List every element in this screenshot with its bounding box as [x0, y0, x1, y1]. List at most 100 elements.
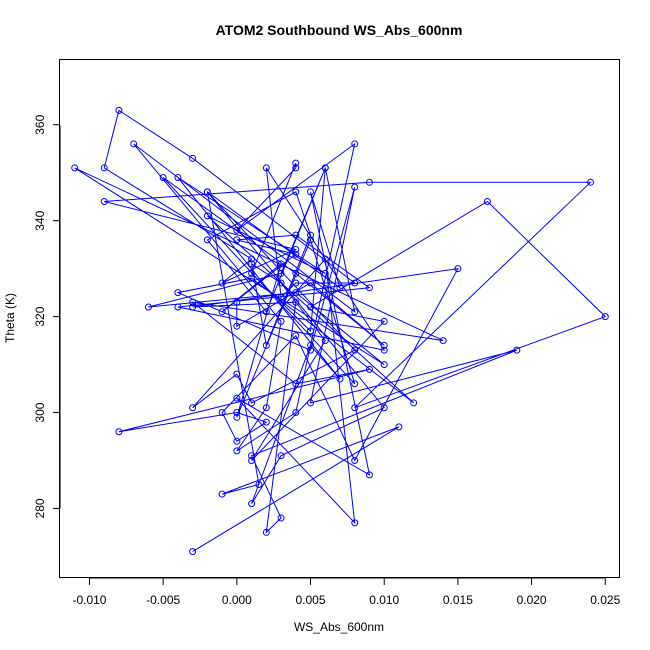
data-point: [292, 279, 300, 287]
data-point: [454, 265, 462, 273]
data-point: [115, 428, 123, 436]
data-point: [307, 346, 315, 354]
data-point: [262, 341, 270, 349]
data-point: [189, 303, 197, 311]
x-tick-label: 0.005: [296, 593, 326, 607]
data-point: [100, 197, 108, 205]
data-point: [233, 394, 241, 402]
x-tick-label: 0.000: [222, 593, 252, 607]
data-point: [248, 452, 256, 460]
y-tick-label: 320: [33, 306, 47, 326]
data-point: [174, 174, 182, 182]
data-point: [189, 404, 197, 412]
data-point: [218, 490, 226, 498]
data-point: [277, 514, 285, 522]
data-point: [307, 341, 315, 349]
data-point: [380, 361, 388, 369]
data-point: [292, 250, 300, 258]
data-point: [218, 409, 226, 417]
data-point: [395, 423, 403, 431]
x-tick-label: 0.020: [517, 593, 547, 607]
data-point: [248, 500, 256, 508]
data-point: [277, 279, 285, 287]
y-axis: 280 300 320 340 360: [33, 114, 61, 518]
data-point: [351, 279, 359, 287]
data-point: [277, 260, 285, 268]
data-point: [292, 298, 300, 306]
data-point: [144, 303, 152, 311]
data-point: [307, 231, 315, 239]
data-point: [321, 337, 329, 345]
data-point: [365, 178, 373, 186]
data-point: [130, 140, 138, 148]
data-point: [439, 337, 447, 345]
data-point: [587, 178, 595, 186]
data-point: [277, 269, 285, 277]
data-point: [248, 456, 256, 464]
data-point: [233, 298, 241, 306]
data-point: [248, 260, 256, 268]
data-point: [351, 519, 359, 527]
plot-frame: [59, 59, 620, 578]
data-point: [601, 313, 609, 321]
x-axis-label: WS_Abs_600nm: [294, 620, 384, 634]
data-point: [248, 399, 256, 407]
data-point: [336, 284, 344, 292]
data-point: [292, 245, 300, 253]
data-point: [321, 255, 329, 263]
data-point: [233, 370, 241, 378]
x-tick-label: 0.010: [369, 593, 399, 607]
data-point: [218, 308, 226, 316]
data-point: [233, 413, 241, 421]
data-point: [351, 308, 359, 316]
data-point: [365, 284, 373, 292]
data-point: [307, 399, 315, 407]
data-point: [277, 317, 285, 325]
data-point: [248, 255, 256, 263]
data-point: [307, 327, 315, 335]
y-tick-label: 360: [33, 114, 47, 134]
data-point: [380, 341, 388, 349]
data-point: [351, 404, 359, 412]
x-tick-label: 0.025: [590, 593, 620, 607]
data-point: [336, 375, 344, 383]
data-point: [189, 298, 197, 306]
data-point: [365, 471, 373, 479]
data-point: [248, 274, 256, 282]
data-point: [174, 303, 182, 311]
data-point: [262, 404, 270, 412]
series-line: [74, 109, 607, 553]
data-point: [71, 164, 79, 172]
data-point: [218, 279, 226, 287]
y-tick-label: 300: [33, 402, 47, 422]
data-point: [262, 528, 270, 536]
data-point: [100, 164, 108, 172]
data-point: [292, 289, 300, 297]
data-point: [159, 174, 167, 182]
data-point: [189, 154, 197, 162]
data-point: [203, 188, 211, 196]
data-point: [233, 226, 241, 234]
data-point: [292, 332, 300, 340]
data-point: [307, 279, 315, 287]
data-point: [351, 456, 359, 464]
data-point: [292, 409, 300, 417]
y-tick-label: 280: [33, 498, 47, 518]
data-point: [292, 231, 300, 239]
data-point: [307, 236, 315, 244]
data-point: [380, 404, 388, 412]
data-point: [292, 164, 300, 172]
data-point: [351, 183, 359, 191]
data-point: [277, 293, 285, 301]
series-points: [71, 106, 609, 556]
y-axis-label: Theta (K): [3, 293, 17, 343]
data-point: [189, 548, 197, 556]
data-point: [380, 346, 388, 354]
data-point: [255, 480, 263, 488]
data-point: [307, 188, 315, 196]
data-point: [292, 159, 300, 167]
x-tick-label: -0.005: [146, 593, 180, 607]
chart-title: ATOM2 Southbound WS_Abs_600nm: [216, 22, 463, 38]
data-point: [233, 437, 241, 445]
